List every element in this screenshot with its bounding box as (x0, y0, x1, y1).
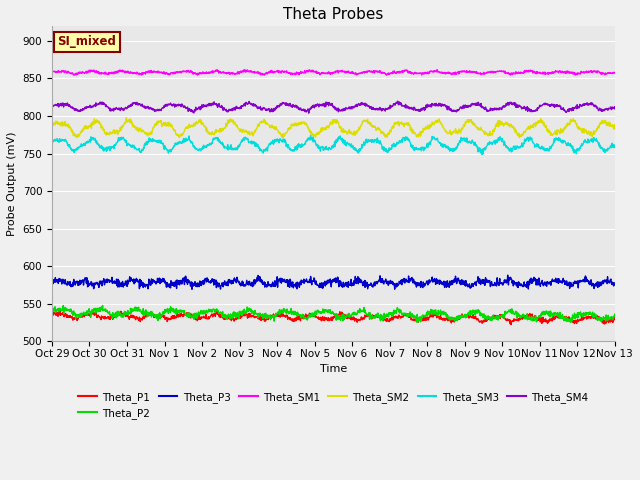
Theta_SM3 (287, 146, 294, 152)
Theta_P1 (287, 317, 295, 323)
Theta_P1 (508, 322, 515, 327)
Theta_SM1 (369, 70, 376, 75)
Theta_P2 (92, 310, 99, 316)
Theta_SM1 (611, 70, 618, 75)
Theta_P3 (611, 282, 618, 288)
Theta_P1 (115, 311, 123, 316)
Line: Theta_SM4: Theta_SM4 (52, 101, 614, 113)
Theta_SM1 (115, 69, 123, 74)
Theta_SM2 (287, 122, 295, 128)
Line: Theta_SM3: Theta_SM3 (52, 135, 614, 155)
Theta_SM1 (70, 72, 78, 78)
Line: Theta_P3: Theta_P3 (52, 275, 614, 289)
Theta_P2 (287, 306, 295, 312)
Theta_P3 (48, 278, 56, 284)
Theta_P2 (566, 319, 574, 325)
Theta_SM2 (611, 122, 618, 128)
Theta_P1 (309, 313, 317, 319)
Theta_P2 (115, 312, 123, 318)
Theta_P2 (611, 312, 618, 317)
Theta_SM1 (48, 70, 56, 76)
Theta_SM4 (309, 103, 317, 108)
Legend: Theta_P1, Theta_P2, Theta_P3, Theta_SM1, Theta_SM2, Theta_SM3, Theta_SM4: Theta_P1, Theta_P2, Theta_P3, Theta_SM1,… (74, 387, 593, 423)
Theta_SM3 (92, 138, 99, 144)
Line: Theta_P1: Theta_P1 (52, 311, 614, 324)
Theta_SM4 (92, 104, 99, 109)
Theta_SM2 (92, 119, 99, 124)
Theta_P3 (309, 278, 317, 284)
Theta_P3 (369, 284, 376, 289)
Theta_SM3 (309, 134, 317, 140)
Theta_SM4 (369, 107, 376, 112)
Theta_P3 (504, 272, 511, 278)
Theta_SM3 (298, 143, 306, 149)
Line: Theta_SM1: Theta_SM1 (52, 70, 614, 75)
Theta_P3 (299, 279, 307, 285)
Theta_P2 (309, 312, 317, 318)
Theta_SM4 (298, 107, 306, 113)
Theta_SM1 (287, 72, 295, 77)
X-axis label: Time: Time (320, 364, 347, 374)
Theta_P3 (92, 282, 99, 288)
Theta_SM3 (478, 152, 486, 157)
Theta_SM4 (611, 104, 618, 109)
Theta_P2 (299, 313, 307, 319)
Theta_P2 (48, 309, 56, 314)
Line: Theta_SM2: Theta_SM2 (52, 118, 614, 138)
Theta_SM3 (611, 143, 618, 149)
Theta_P3 (115, 281, 122, 287)
Theta_P3 (188, 287, 196, 292)
Theta_SM2 (309, 131, 317, 137)
Theta_P2 (99, 302, 106, 308)
Title: Theta Probes: Theta Probes (283, 7, 383, 22)
Theta_SM3 (369, 137, 376, 143)
Theta_SM1 (92, 69, 100, 74)
Theta_P2 (369, 314, 376, 320)
Theta_SM2 (122, 115, 130, 120)
Theta_P1 (611, 314, 618, 320)
Theta_SM1 (433, 67, 441, 72)
Theta_SM2 (369, 124, 376, 130)
Theta_SM4 (48, 101, 56, 107)
Theta_SM1 (309, 69, 317, 75)
Theta_SM4 (394, 98, 401, 104)
Theta_P3 (287, 283, 295, 288)
Theta_SM4 (115, 105, 122, 111)
Y-axis label: Probe Output (mV): Probe Output (mV) (7, 132, 17, 236)
Theta_SM2 (115, 130, 122, 136)
Text: SI_mixed: SI_mixed (58, 36, 116, 48)
Theta_SM4 (305, 110, 312, 116)
Theta_SM2 (515, 135, 523, 141)
Theta_SM4 (287, 103, 294, 108)
Theta_SM3 (48, 141, 56, 146)
Theta_P1 (369, 312, 376, 318)
Theta_SM2 (48, 122, 56, 128)
Theta_P1 (92, 312, 100, 317)
Line: Theta_P2: Theta_P2 (52, 305, 614, 322)
Theta_P1 (48, 312, 56, 318)
Theta_SM3 (307, 132, 314, 138)
Theta_P1 (299, 314, 307, 320)
Theta_SM1 (299, 69, 307, 75)
Theta_SM3 (115, 135, 122, 141)
Theta_SM2 (299, 121, 307, 127)
Theta_P1 (56, 308, 64, 313)
